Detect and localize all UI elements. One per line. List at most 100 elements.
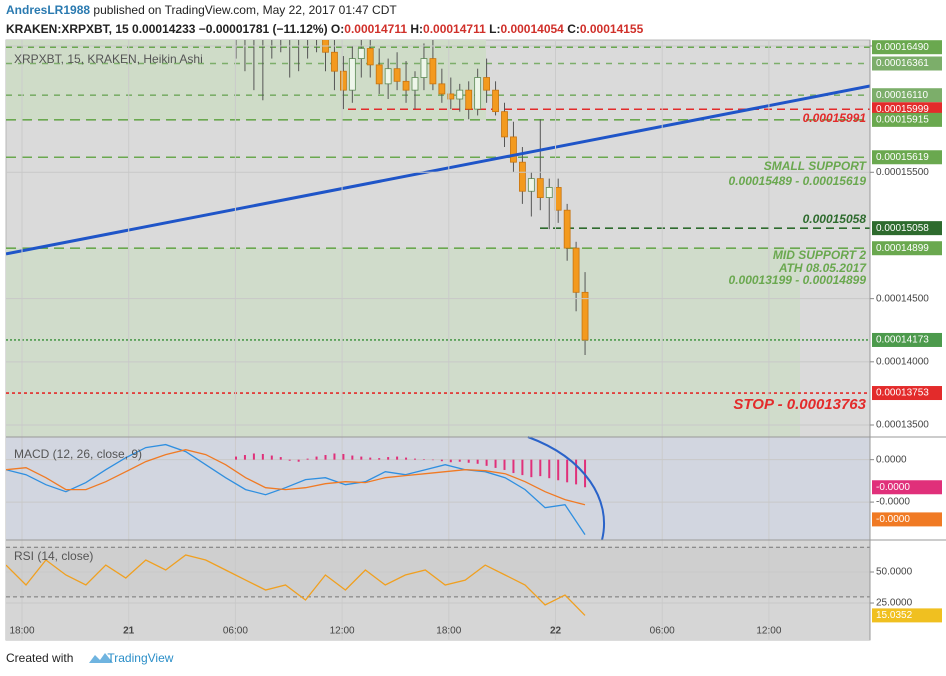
histogram-bar (333, 453, 336, 460)
annotation: 0.00015489 - 0.00015619 (729, 174, 867, 188)
ohlc-key: H: (410, 22, 424, 36)
candle-body (420, 58, 428, 78)
histogram-bar (530, 459, 533, 478)
ohlc-value: 0.00014711 (344, 22, 408, 36)
y-tick-label: 0.00014500 (876, 293, 929, 304)
macd-line (6, 449, 586, 506)
price-label: -0.0000 (876, 514, 910, 525)
candle-body (251, 21, 257, 24)
candle-body (536, 178, 544, 198)
price-label-bg (872, 112, 942, 127)
drawn-arc (527, 436, 606, 541)
y-tick-label: 0.00015500 (876, 167, 929, 178)
histogram-bar (414, 458, 416, 460)
histogram-bar (521, 459, 524, 476)
x-tick-label: 21 (123, 626, 135, 637)
histogram-bar (566, 459, 569, 483)
price-label: 0.00014173 (876, 335, 929, 346)
candle-body (554, 187, 562, 211)
candle-body (456, 89, 464, 100)
annotation: 0.00013199 - 0.00014899 (729, 273, 867, 287)
y-tick-label: 50.0000 (876, 567, 913, 578)
histogram-bar (485, 459, 488, 466)
macd-background (6, 437, 870, 540)
histogram-bar (351, 455, 354, 460)
price-label: 15.0352 (876, 610, 913, 621)
price-label-bg (872, 150, 942, 165)
macd-title: MACD (12, 26, close, 9) (14, 447, 142, 461)
candle-body (366, 48, 374, 66)
histogram-bar (279, 457, 282, 460)
chart-title: XRPXBT, 15, KRAKEN, Heikin Ashi (14, 52, 203, 66)
annotation: ATH 08.05.2017 (778, 261, 867, 275)
candle-body (447, 93, 455, 100)
price-label-bg (872, 102, 942, 117)
histogram-bar (297, 459, 300, 462)
ohlc-value: 0.00014054 (500, 22, 564, 36)
x-tick-label: 18:00 (436, 626, 461, 637)
histogram-bar (512, 459, 515, 474)
candle-body (411, 77, 419, 91)
x-tick-label: 18:00 (9, 626, 34, 637)
histogram-bar (387, 457, 390, 460)
rsi-line (6, 554, 586, 616)
histogram-bar (342, 453, 345, 460)
zone (6, 248, 800, 437)
histogram-bar (503, 459, 506, 470)
histogram-bar (261, 453, 264, 460)
chart: 18:00 21 06:00 12:00 18:00 22 06:00 12:00 0.0001… (5, 14, 946, 641)
candle-body (287, 23, 293, 31)
candle-body (331, 51, 338, 72)
candle-body (545, 187, 553, 198)
histogram-bar (467, 459, 470, 463)
price-label-bg (872, 512, 942, 527)
footer: Created with TradingView (6, 651, 173, 665)
rsi-title: RSI (14, close) (14, 549, 93, 563)
symbol-line: KRAKEN:XRPXBT, 15 0.00014233 −0.00001781… (6, 22, 643, 36)
price-label: 0.00013753 (876, 388, 929, 399)
candle-body (313, 40, 320, 41)
last-price: 0.00014233 (132, 22, 196, 36)
histogram-bar (494, 459, 497, 468)
price-label-bg (872, 56, 942, 71)
created-with: Created with (6, 651, 74, 665)
macd-line (6, 443, 586, 535)
y-tick-label: 0.0000 (876, 454, 907, 465)
candle-body (563, 209, 571, 249)
histogram-bar (378, 458, 381, 460)
candle-body (474, 77, 482, 110)
histogram-bar (369, 457, 372, 460)
candle-body (483, 77, 491, 91)
price-label: 0.00014899 (876, 243, 929, 254)
price-label-bg (872, 241, 942, 256)
annotation: MID SUPPORT 2 (773, 248, 866, 262)
price-label: 0.00016490 (876, 42, 929, 53)
candle-body (269, 14, 275, 18)
annotation: 0.00015991 (803, 111, 867, 125)
y-tick-label: 25.0000 (876, 598, 913, 609)
histogram-bar (252, 453, 255, 460)
y-tick-label: -0.0000 (876, 497, 910, 508)
candle-body (501, 111, 508, 138)
author[interactable]: AndresLR1988 (6, 3, 91, 17)
histogram-bar (270, 455, 273, 460)
histogram-bar (575, 459, 578, 485)
price-label: 0.00016110 (876, 90, 929, 101)
price-label: 0.00015915 (876, 114, 929, 125)
histogram-bar (539, 459, 542, 477)
histogram-bar (548, 459, 551, 479)
x-tick-label: 06:00 (223, 626, 248, 637)
brand[interactable]: TradingView (107, 651, 174, 665)
annotation: STOP - 0.00013763 (733, 396, 866, 413)
histogram-bar (360, 456, 363, 460)
histogram-bar (449, 459, 452, 463)
price-label-bg (872, 386, 942, 401)
price-label: 0.00015619 (876, 152, 929, 163)
candle-body (339, 70, 347, 91)
histogram-bar (422, 459, 425, 460)
candle-body (384, 68, 392, 85)
symbol: KRAKEN:XRPXBT, 15 (6, 22, 129, 36)
histogram-bar (315, 456, 318, 460)
candle-body (572, 247, 580, 293)
